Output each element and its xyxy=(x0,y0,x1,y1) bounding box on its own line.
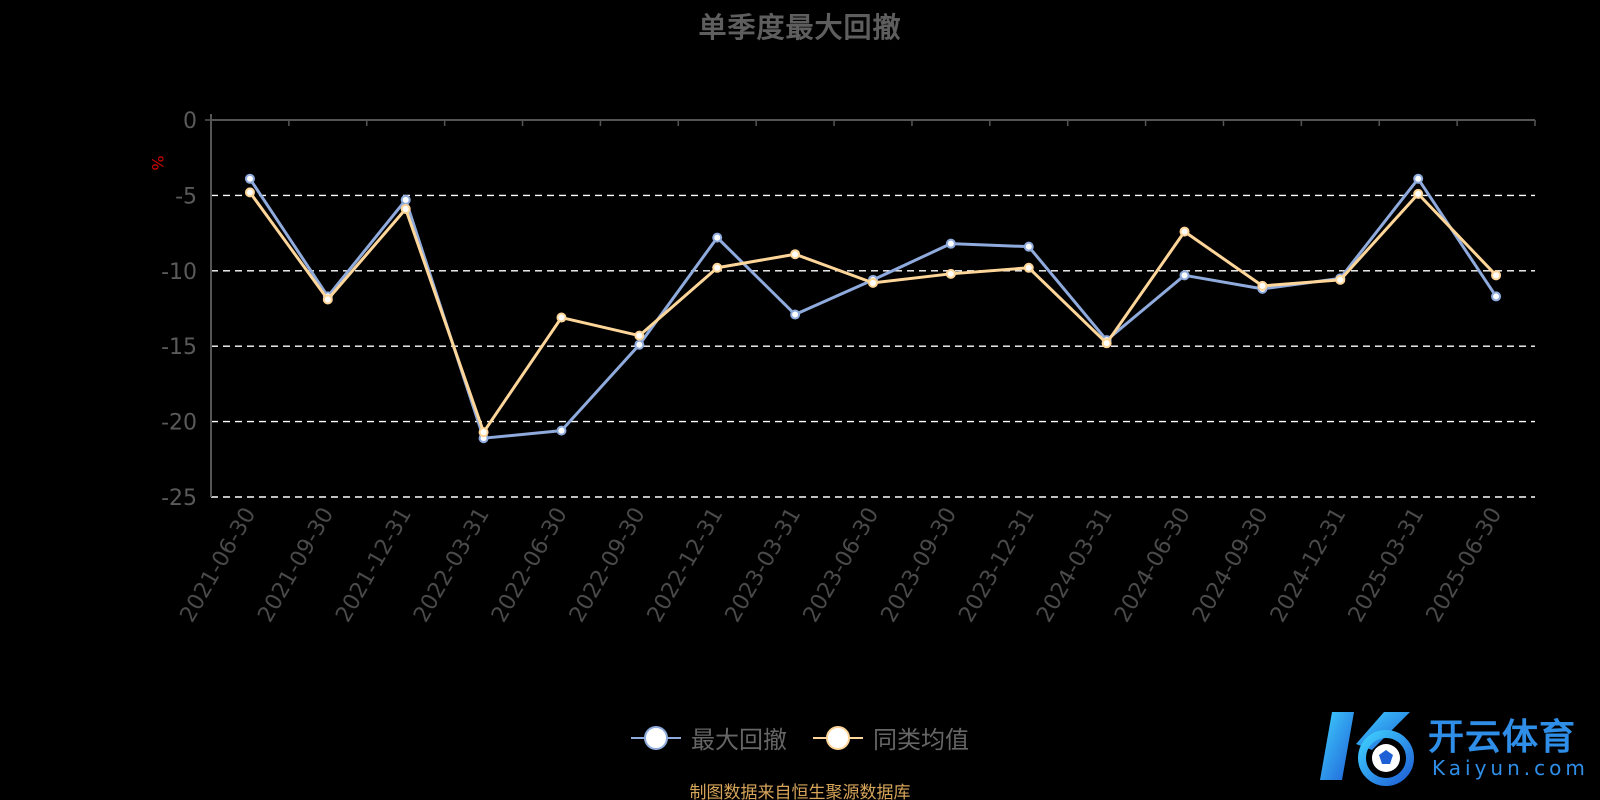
y-tick-label: -25 xyxy=(161,486,197,511)
y-tick-label: -10 xyxy=(161,260,197,285)
x-tick-label: 2021-09-30 xyxy=(253,504,339,627)
data-point xyxy=(322,294,333,305)
data-point xyxy=(556,425,567,436)
data-point xyxy=(400,194,411,205)
series-line-1 xyxy=(248,191,1498,434)
y-tick-label: -5 xyxy=(175,184,197,209)
legend-item-max-drawdown[interactable]: 最大回撤 xyxy=(631,720,787,755)
watermark-domain: Kaiyun.com xyxy=(1432,756,1589,780)
x-tick-label: 2021-06-30 xyxy=(176,504,262,627)
x-tick-label: 2022-06-30 xyxy=(487,504,573,627)
x-tick-label: 2023-03-31 xyxy=(721,504,807,627)
legend: 最大回撤 同类均值 xyxy=(0,720,1600,755)
legend-dot-peer-average xyxy=(826,725,850,750)
data-point xyxy=(556,312,567,323)
y-tick-label: 0 xyxy=(183,109,197,134)
data-point xyxy=(1413,188,1424,199)
legend-swatch-max-drawdown xyxy=(631,724,681,752)
x-tick-label: 2022-09-30 xyxy=(565,504,651,627)
watermark-logo: 开云体育 Kaiyun.com xyxy=(1314,700,1600,792)
legend-dot-max-drawdown xyxy=(644,725,668,750)
x-tick-label: 2021-12-31 xyxy=(331,504,417,627)
data-point xyxy=(244,173,255,184)
legend-item-peer-average[interactable]: 同类均值 xyxy=(813,720,969,755)
y-axis-unit: % xyxy=(148,155,167,170)
x-tick-label: 2025-06-30 xyxy=(1422,504,1508,627)
data-point xyxy=(790,249,801,260)
data-point xyxy=(1101,338,1112,349)
x-tick-label: 2024-12-31 xyxy=(1266,504,1352,627)
data-point xyxy=(790,309,801,320)
y-tick-label: -20 xyxy=(161,411,197,436)
legend-label-max-drawdown: 最大回撤 xyxy=(691,726,787,754)
data-point xyxy=(868,277,878,288)
x-tick-label: 2023-09-30 xyxy=(876,504,962,627)
data-point xyxy=(1023,241,1034,252)
kaiyun-logo-icon xyxy=(1320,712,1414,786)
x-tick-label: 2022-12-31 xyxy=(643,504,729,627)
series-line-0 xyxy=(248,177,1498,440)
data-point xyxy=(478,427,489,438)
data-point xyxy=(712,262,723,273)
source-note: 制图数据来自恒生聚源数据库 xyxy=(689,783,911,800)
data-point xyxy=(945,238,956,249)
data-point xyxy=(1491,270,1502,281)
x-tick-label: 2024-03-31 xyxy=(1032,504,1118,627)
data-point xyxy=(1257,280,1268,291)
x-tick-label: 2024-09-30 xyxy=(1188,504,1274,627)
x-tick-label: 2025-03-31 xyxy=(1344,504,1430,627)
data-point xyxy=(1179,270,1190,281)
data-point xyxy=(400,203,411,214)
chart-title: 单季度最大回撤 xyxy=(698,11,902,44)
y-tick-label: -15 xyxy=(161,335,197,360)
data-point xyxy=(634,339,645,350)
x-tick-label: 2023-06-30 xyxy=(799,504,885,627)
legend-swatch-peer-average xyxy=(813,724,863,752)
x-tick-label: 2022-03-31 xyxy=(409,504,495,627)
data-point xyxy=(1491,291,1502,302)
data-point xyxy=(1023,262,1034,273)
legend-label-peer-average: 同类均值 xyxy=(873,726,969,754)
x-tick-label: 2024-06-30 xyxy=(1110,504,1196,627)
data-point xyxy=(945,268,956,279)
data-point xyxy=(1335,274,1346,285)
x-tick-label: 2023-12-31 xyxy=(954,504,1040,627)
watermark-brand: 开云体育 xyxy=(1428,717,1577,758)
data-point xyxy=(244,187,255,198)
data-point xyxy=(712,232,723,243)
data-point xyxy=(1179,226,1190,237)
data-point xyxy=(634,330,645,341)
data-point xyxy=(1413,173,1424,184)
